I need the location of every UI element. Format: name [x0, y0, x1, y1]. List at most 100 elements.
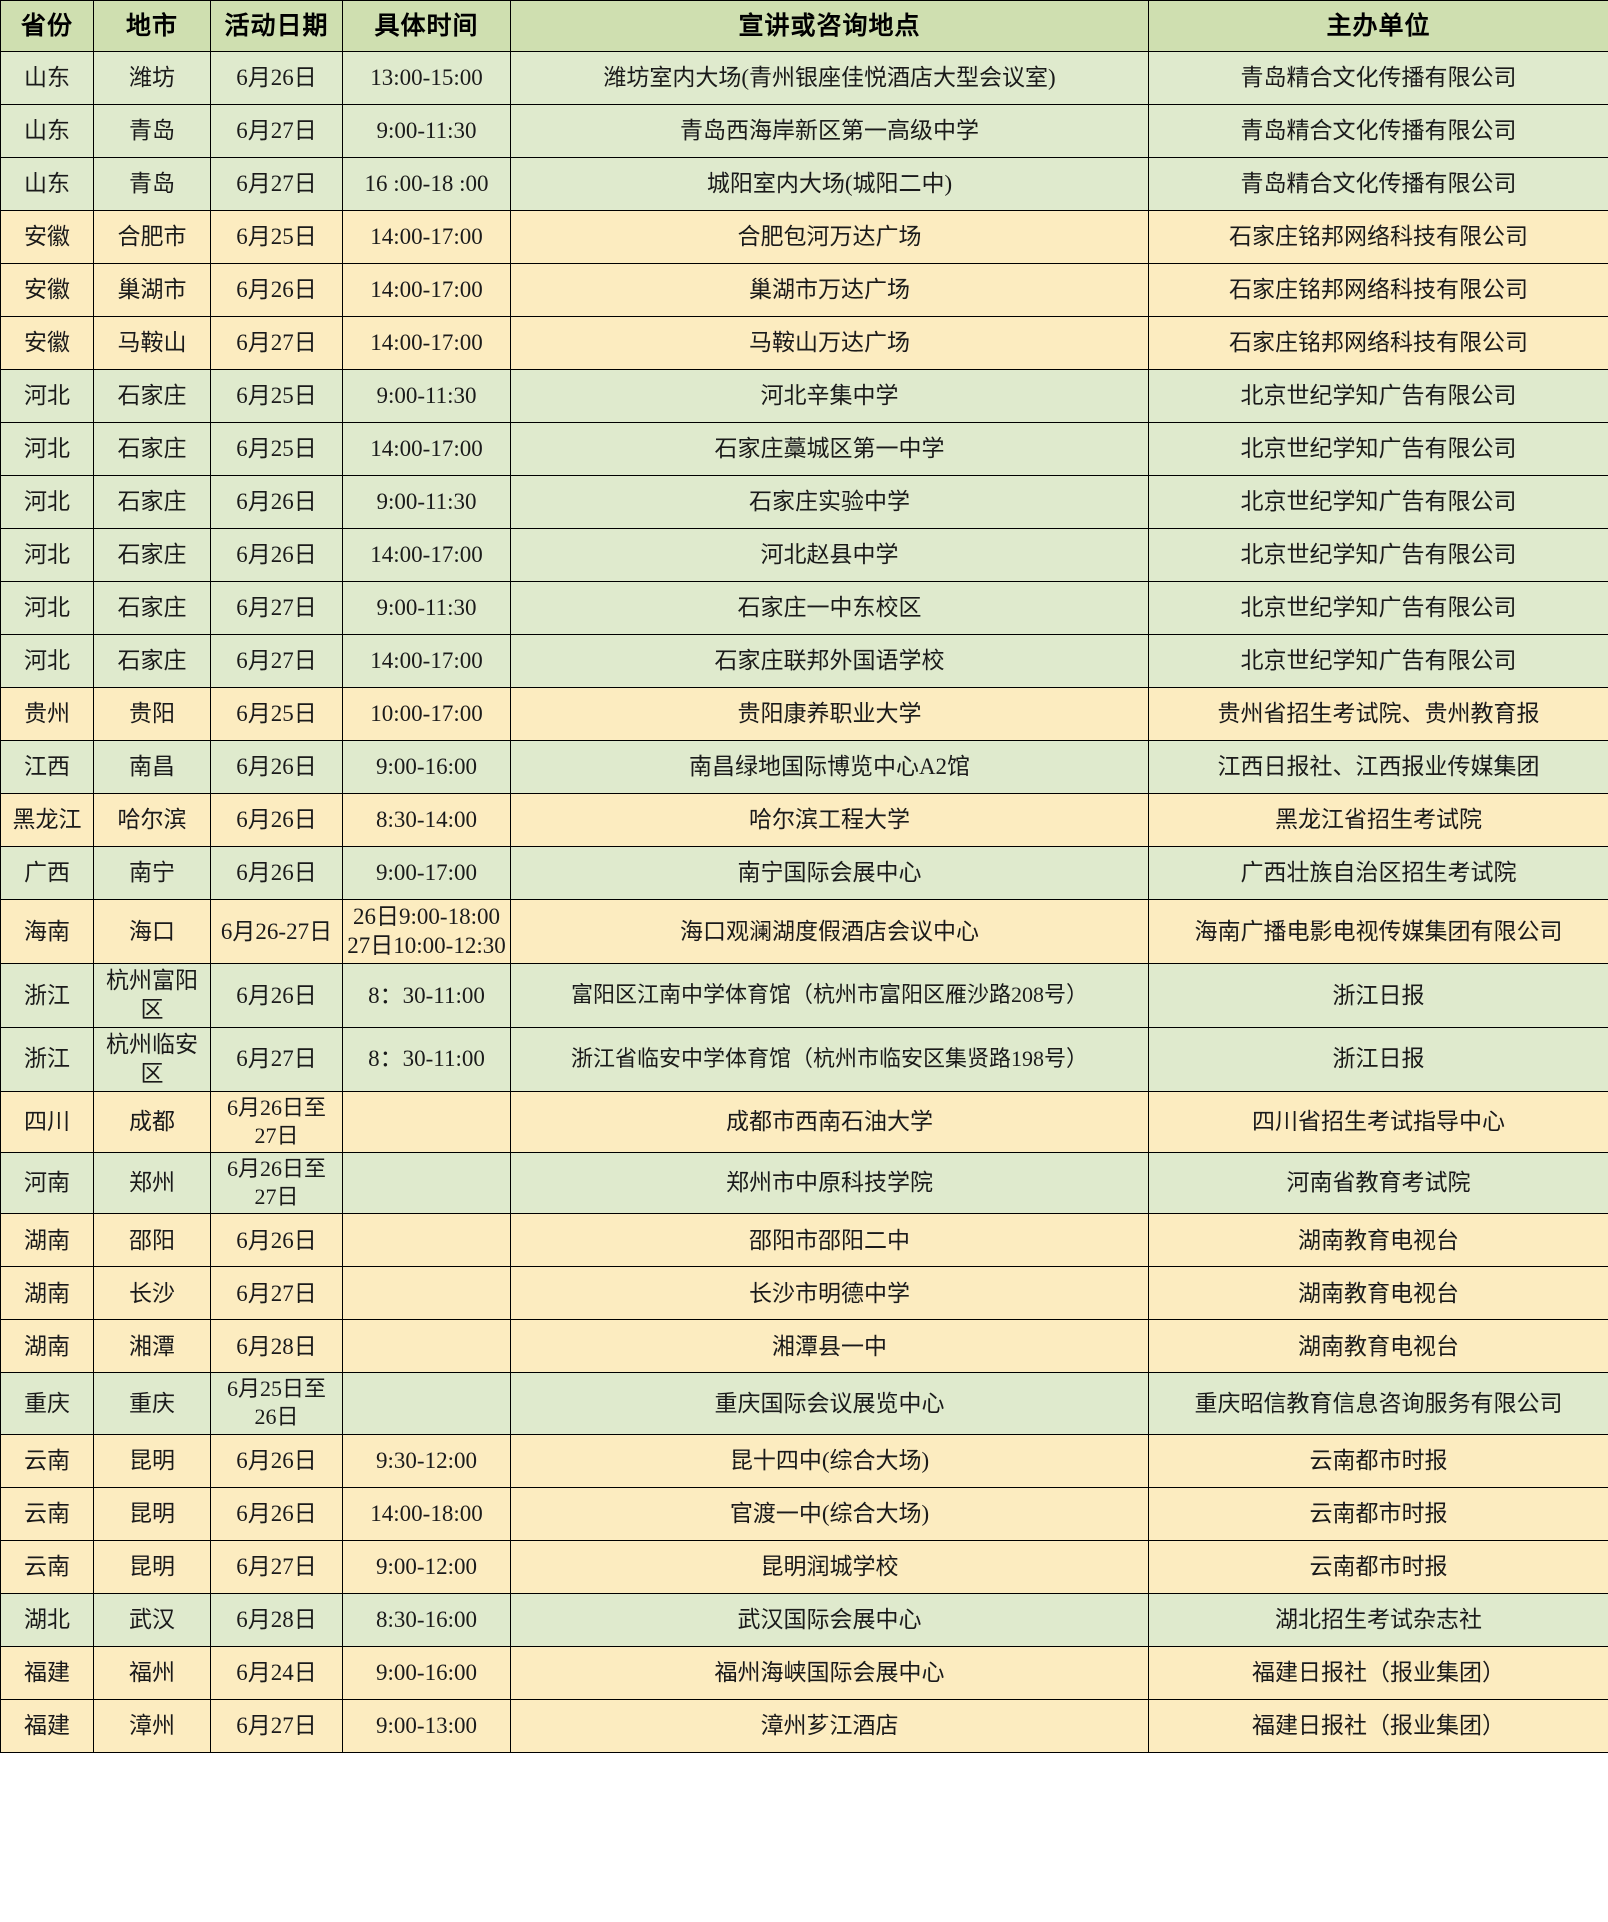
cell-venue: 潍坊室内大场(青州银座佳悦酒店大型会议室) — [510, 51, 1149, 105]
table-row: 河北 石家庄 6月26日 9:00-11:30 石家庄实验中学 北京世纪学知广告有限公司 — [0, 475, 1608, 529]
table-row: 四川 成都 6月26日至 27日 成都市西南石油大学 四川省招生考试指导中心 — [0, 1090, 1608, 1153]
table-row: 福建 漳州 6月27日 9:00-13:00 漳州芗江酒店 福建日报社（报业集团） — [0, 1698, 1608, 1753]
column-header-host: 主办单位 — [1148, 0, 1608, 52]
table-row: 海南 海口 6月26-27日 26日9:00-18:00 27日10:00-12:30 海… — [0, 899, 1608, 964]
table-row: 广西 南宁 6月26日 9:00-17:00 南宁国际会展中心 广西壮族自治区招生考试院 — [0, 846, 1608, 900]
cell-time: 14:00-17:00 — [342, 210, 511, 264]
table-row: 安徽 马鞍山 6月27日 14:00-17:00 马鞍山万达广场 石家庄铭邦网络科技有限公… — [0, 316, 1608, 370]
cell-date: 6月26日 — [210, 740, 343, 794]
cell-date: 6月25日 — [210, 369, 343, 423]
cell-host: 湖南教育电视台 — [1148, 1319, 1608, 1374]
cell-host: 贵州省招生考试院、贵州教育报 — [1148, 687, 1608, 741]
cell-city: 石家庄 — [93, 422, 211, 476]
cell-venue: 浙江省临安中学体育馆（杭州市临安区集贤路198号） — [510, 1026, 1149, 1092]
cell-date: 6月28日 — [210, 1592, 343, 1647]
cell-venue: 成都市西南石油大学 — [510, 1090, 1149, 1153]
cell-venue: 石家庄实验中学 — [510, 475, 1149, 529]
cell-city: 青岛 — [93, 157, 211, 211]
cell-date: 6月27日 — [210, 157, 343, 211]
cell-city: 昆明 — [93, 1486, 211, 1541]
activity-schedule-table: 省份 地市 活动日期 具体时间 宣讲或咨询地点 主办单位 山东 潍坊 6月26日 13… — [0, 0, 1608, 1753]
table-row: 河南 郑州 6月26日至 27日 郑州市中原科技学院 河南省教育考试院 — [0, 1151, 1608, 1215]
cell-date: 6月27日 — [210, 104, 343, 158]
cell-host: 江西日报社、江西报业传媒集团 — [1148, 740, 1608, 794]
cell-time: 9:00-11:30 — [342, 581, 511, 635]
cell-date: 6月26日 — [210, 51, 343, 105]
cell-time: 13:00-15:00 — [342, 51, 511, 105]
cell-host: 浙江日报 — [1148, 1026, 1608, 1092]
cell-date: 6月26日至 27日 — [210, 1151, 343, 1215]
cell-province: 海南 — [0, 899, 94, 964]
column-header-date: 活动日期 — [210, 0, 343, 52]
column-header-city: 地市 — [93, 0, 211, 52]
cell-venue: 重庆国际会议展览中心 — [510, 1372, 1149, 1435]
cell-date: 6月26日 — [210, 263, 343, 317]
cell-province: 河北 — [0, 581, 94, 635]
cell-host: 北京世纪学知广告有限公司 — [1148, 422, 1608, 476]
cell-province: 山东 — [0, 157, 94, 211]
table-row: 云南 昆明 6月26日 14:00-18:00 官渡一中(综合大场) 云南都市时报 — [0, 1486, 1608, 1541]
cell-venue: 昆明润城学校 — [510, 1539, 1149, 1594]
cell-time: 9:00-12:00 — [342, 1539, 511, 1594]
cell-time: 9:00-16:00 — [342, 740, 511, 794]
cell-date: 6月26日 — [210, 962, 343, 1028]
table-row: 湖南 长沙 6月27日 长沙市明德中学 湖南教育电视台 — [0, 1266, 1608, 1321]
cell-date: 6月26日 — [210, 793, 343, 847]
table-row: 河北 石家庄 6月27日 14:00-17:00 石家庄联邦外国语学校 北京世纪学知广告有… — [0, 634, 1608, 688]
table-row: 河北 石家庄 6月26日 14:00-17:00 河北赵县中学 北京世纪学知广告有限公司 — [0, 528, 1608, 582]
column-header-time: 具体时间 — [342, 0, 511, 52]
cell-venue: 昆十四中(综合大场) — [510, 1433, 1149, 1488]
cell-city: 石家庄 — [93, 369, 211, 423]
cell-host: 湖南教育电视台 — [1148, 1213, 1608, 1268]
cell-date: 6月26-27日 — [210, 899, 343, 964]
cell-date: 6月27日 — [210, 634, 343, 688]
cell-city: 南宁 — [93, 846, 211, 900]
cell-date: 6月27日 — [210, 1266, 343, 1321]
cell-host: 重庆昭信教育信息咨询服务有限公司 — [1148, 1372, 1608, 1435]
cell-city: 昆明 — [93, 1539, 211, 1594]
cell-venue: 海口观澜湖度假酒店会议中心 — [510, 899, 1149, 964]
cell-host: 湖南教育电视台 — [1148, 1266, 1608, 1321]
cell-host: 河南省教育考试院 — [1148, 1151, 1608, 1215]
cell-venue: 南昌绿地国际博览中心A2馆 — [510, 740, 1149, 794]
cell-province: 河北 — [0, 369, 94, 423]
cell-host: 云南都市时报 — [1148, 1486, 1608, 1541]
cell-province: 云南 — [0, 1433, 94, 1488]
cell-city: 武汉 — [93, 1592, 211, 1647]
cell-province: 浙江 — [0, 962, 94, 1028]
cell-host: 广西壮族自治区招生考试院 — [1148, 846, 1608, 900]
table-row: 河北 石家庄 6月25日 9:00-11:30 河北辛集中学 北京世纪学知广告有限公司 — [0, 369, 1608, 423]
table-row: 安徽 合肥市 6月25日 14:00-17:00 合肥包河万达广场 石家庄铭邦网络科技有限… — [0, 210, 1608, 264]
cell-host: 石家庄铭邦网络科技有限公司 — [1148, 210, 1608, 264]
cell-province: 河北 — [0, 634, 94, 688]
cell-host: 海南广播电影电视传媒集团有限公司 — [1148, 899, 1608, 964]
cell-province: 浙江 — [0, 1026, 94, 1092]
cell-date: 6月24日 — [210, 1645, 343, 1700]
cell-host: 青岛精合文化传播有限公司 — [1148, 157, 1608, 211]
cell-host: 青岛精合文化传播有限公司 — [1148, 51, 1608, 105]
cell-time: 14:00-17:00 — [342, 316, 511, 370]
table-row: 湖南 邵阳 6月26日 邵阳市邵阳二中 湖南教育电视台 — [0, 1213, 1608, 1268]
cell-province: 云南 — [0, 1539, 94, 1594]
cell-venue: 巢湖市万达广场 — [510, 263, 1149, 317]
cell-time: 8：30-11:00 — [342, 1026, 511, 1092]
table-row: 贵州 贵阳 6月25日 10:00-17:00 贵阳康养职业大学 贵州省招生考试院、贵州教… — [0, 687, 1608, 741]
cell-time — [342, 1151, 511, 1215]
cell-city: 青岛 — [93, 104, 211, 158]
cell-time: 14:00-17:00 — [342, 634, 511, 688]
cell-city: 海口 — [93, 899, 211, 964]
cell-city: 成都 — [93, 1090, 211, 1153]
cell-time: 16 :00-18 :00 — [342, 157, 511, 211]
cell-host: 湖北招生考试杂志社 — [1148, 1592, 1608, 1647]
cell-host: 北京世纪学知广告有限公司 — [1148, 475, 1608, 529]
cell-venue: 湘潭县一中 — [510, 1319, 1149, 1374]
cell-city: 石家庄 — [93, 475, 211, 529]
cell-city: 石家庄 — [93, 634, 211, 688]
cell-province: 贵州 — [0, 687, 94, 741]
cell-venue: 石家庄藁城区第一中学 — [510, 422, 1149, 476]
cell-province: 安徽 — [0, 210, 94, 264]
cell-province: 安徽 — [0, 316, 94, 370]
cell-date: 6月26日 — [210, 1433, 343, 1488]
cell-host: 云南都市时报 — [1148, 1539, 1608, 1594]
cell-date: 6月27日 — [210, 316, 343, 370]
